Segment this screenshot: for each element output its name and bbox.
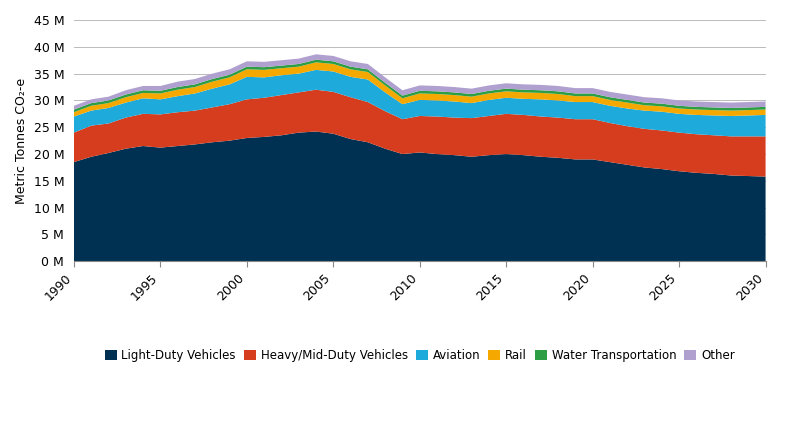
- Y-axis label: Metric Tonnes CO₂-e: Metric Tonnes CO₂-e: [15, 78, 28, 204]
- Legend: Light-Duty Vehicles, Heavy/Mid-Duty Vehicles, Aviation, Rail, Water Transportati: Light-Duty Vehicles, Heavy/Mid-Duty Vehi…: [100, 344, 739, 367]
